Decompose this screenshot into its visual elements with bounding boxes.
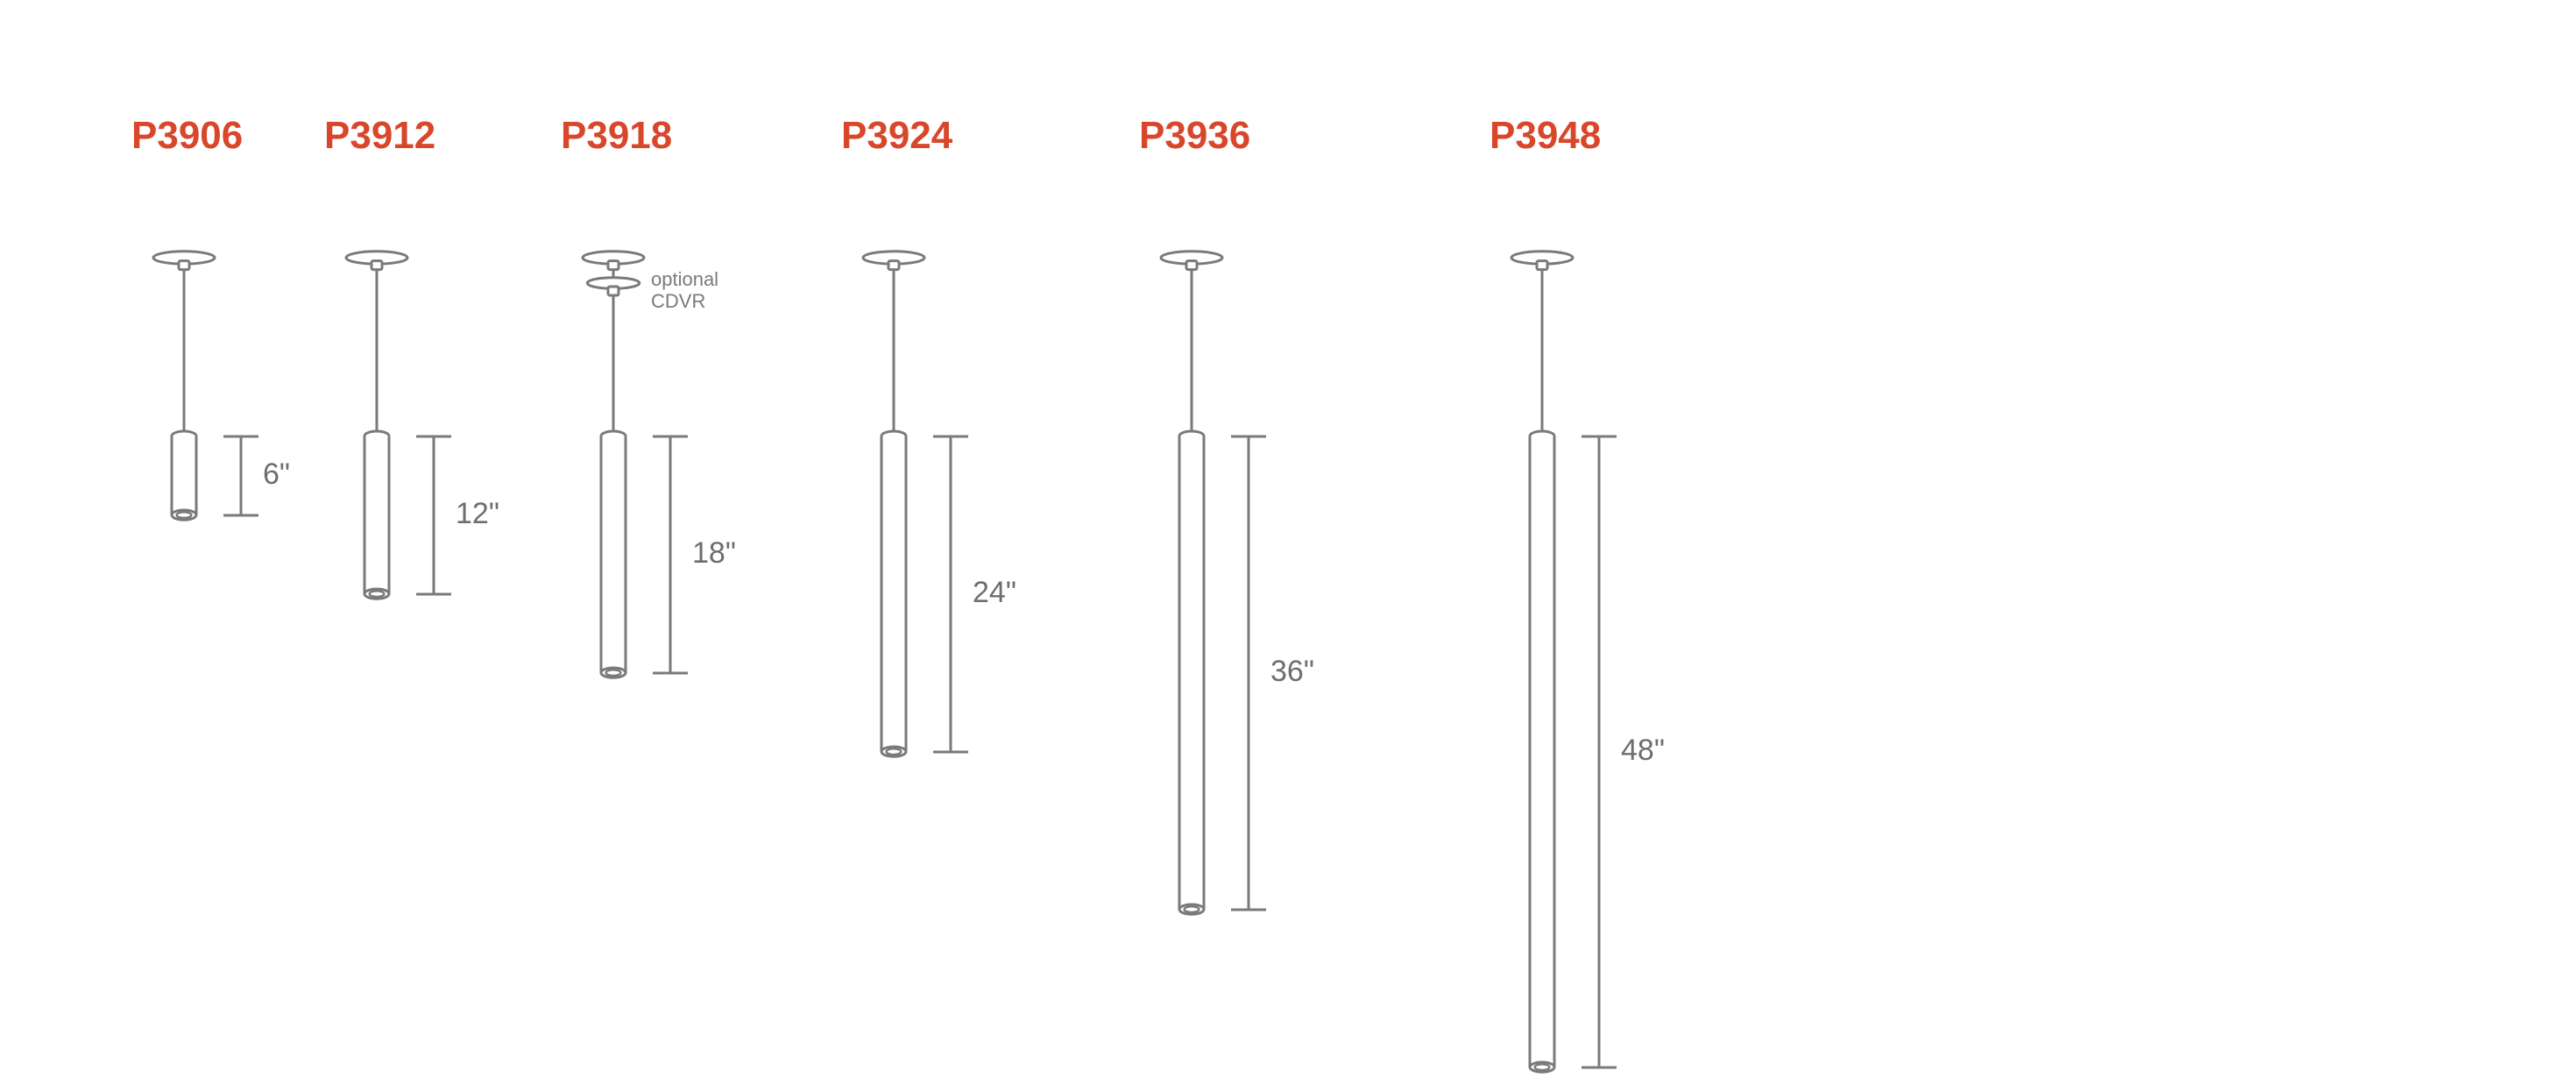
product-model-label: P3912: [324, 114, 435, 158]
fixture-note: optionalCDVR: [651, 268, 718, 313]
product-lineup-diagram: P3906 6" P3912 12" P3918 18" optionalCDVR P3924…: [0, 0, 2576, 1025]
product-model-label: P3924: [841, 114, 952, 158]
dimension-label: 24": [973, 576, 1016, 610]
product-model-label: P3936: [1139, 114, 1250, 158]
dimension-label: 12": [456, 497, 499, 531]
product-model-label: P3948: [1490, 114, 1601, 158]
pendant-fixture: [574, 245, 653, 691]
product-model-label: P3906: [131, 114, 243, 158]
pendant-fixture: [145, 245, 223, 533]
product-model-label: P3918: [561, 114, 672, 158]
dimension-label: 48": [1621, 734, 1665, 768]
dimension-label: 18": [692, 536, 736, 571]
dimension-label: 6": [263, 457, 290, 492]
pendant-fixture: [1503, 245, 1582, 1085]
pendant-fixture: [854, 245, 933, 769]
pendant-fixture: [1152, 245, 1231, 927]
pendant-fixture: [337, 245, 416, 612]
dimension-label: 36": [1270, 655, 1314, 689]
